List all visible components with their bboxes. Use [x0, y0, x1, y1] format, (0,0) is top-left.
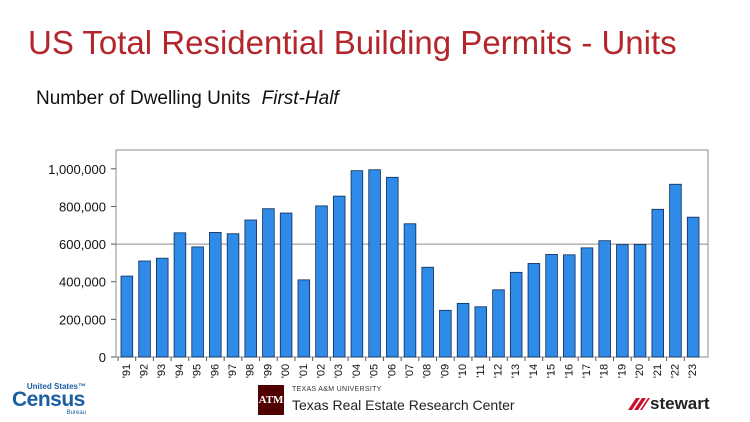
- x-tick-label: '12: [492, 364, 504, 378]
- bar: [669, 183, 682, 358]
- bar: [403, 223, 417, 358]
- bar: [209, 232, 222, 358]
- bar: [439, 309, 452, 358]
- bar: [332, 195, 346, 358]
- x-tick-label: '98: [245, 364, 257, 378]
- bar: [350, 170, 364, 358]
- bar: [686, 216, 700, 358]
- bar: [279, 212, 293, 358]
- bar: [492, 289, 505, 358]
- census-bureau-logo: United States™ Census Bureau: [8, 382, 88, 416]
- bar: [633, 244, 647, 358]
- x-tick-label: '02: [316, 364, 328, 378]
- slide-subtitle: Number of Dwelling Units First-Half: [36, 88, 339, 110]
- x-tick-label: '17: [581, 364, 593, 378]
- y-tick-label: 800,000: [59, 199, 106, 214]
- y-tick-label: 1,000,000: [48, 162, 106, 177]
- bar: [651, 208, 664, 358]
- tamu-research-center-logo: ATM TEXAS A&M UNIVERSITY Texas Real Esta…: [258, 385, 515, 417]
- x-tick-label: '94: [174, 364, 186, 378]
- x-tick-label: '99: [262, 364, 274, 378]
- x-tick-label: '21: [652, 364, 664, 378]
- subtitle-italic: First-Half: [261, 88, 339, 109]
- x-tick-label: '09: [439, 364, 451, 378]
- stewart-wordmark: stewart: [650, 394, 710, 413]
- x-tick-label: '18: [599, 364, 611, 378]
- bar: [421, 266, 434, 358]
- bar: [598, 240, 611, 358]
- census-logo-wordmark: Census: [12, 388, 85, 411]
- bar: [456, 302, 470, 358]
- bar: [386, 176, 399, 358]
- bar: [191, 246, 204, 358]
- x-tick-label: '03: [333, 364, 345, 378]
- bar: [315, 205, 328, 358]
- x-tick-label: '96: [209, 364, 221, 378]
- x-tick-label: '20: [634, 364, 646, 378]
- x-tick-label: '13: [510, 364, 522, 378]
- bar: [545, 254, 558, 358]
- bar: [244, 219, 257, 358]
- x-tick-label: '91: [121, 364, 133, 378]
- bar: [563, 254, 576, 358]
- bar: [474, 306, 488, 358]
- bar: [226, 233, 240, 358]
- bar: [173, 232, 187, 358]
- x-tick-label: '16: [563, 364, 575, 378]
- x-tick-label: '23: [687, 364, 699, 378]
- x-tick-label: '15: [546, 364, 558, 378]
- bar: [262, 208, 275, 358]
- x-tick-label: '11: [475, 364, 487, 378]
- tamu-center-name: Texas Real Estate Research Center: [292, 397, 515, 413]
- bar: [580, 247, 594, 358]
- x-tick-label: '95: [192, 364, 204, 378]
- bar: [509, 271, 523, 358]
- x-tick-label: '08: [422, 364, 434, 378]
- subtitle-main: Number of Dwelling Units: [36, 88, 251, 109]
- x-tick-label: '22: [669, 364, 681, 378]
- x-tick-label: '92: [139, 364, 151, 378]
- tamu-university-text: TEXAS A&M UNIVERSITY: [292, 386, 382, 393]
- bar: [368, 169, 381, 358]
- y-tick-label: 200,000: [59, 312, 106, 327]
- x-tick-label: '19: [616, 364, 628, 378]
- census-logo-top-text: United States™: [26, 382, 86, 391]
- bar: [138, 260, 151, 358]
- x-tick-label: '97: [227, 364, 239, 378]
- bar: [527, 263, 541, 358]
- stewart-mark-icon: [628, 398, 650, 410]
- bar: [616, 244, 629, 358]
- x-tick-label: '06: [386, 364, 398, 378]
- bar: [297, 279, 311, 358]
- x-tick-label: '07: [404, 364, 416, 378]
- x-tick-label: '01: [298, 364, 310, 378]
- tamu-atm-icon: ATM: [258, 385, 284, 415]
- x-tick-label: '00: [280, 364, 292, 378]
- census-logo-bottom-text: Bureau: [66, 410, 86, 416]
- bar: [155, 257, 169, 358]
- bar: [120, 275, 134, 358]
- y-tick-label: 600,000: [59, 237, 106, 252]
- y-tick-label: 400,000: [59, 275, 106, 290]
- x-tick-label: '10: [457, 364, 469, 378]
- slide-title: US Total Residential Building Permits - …: [28, 24, 677, 61]
- x-tick-label: '93: [156, 364, 168, 378]
- y-tick-label: 0: [99, 350, 106, 365]
- x-tick-label: '04: [351, 364, 363, 378]
- x-tick-label: '05: [369, 364, 381, 378]
- x-tick-label: '14: [528, 364, 540, 378]
- stewart-logo: stewart: [628, 394, 746, 414]
